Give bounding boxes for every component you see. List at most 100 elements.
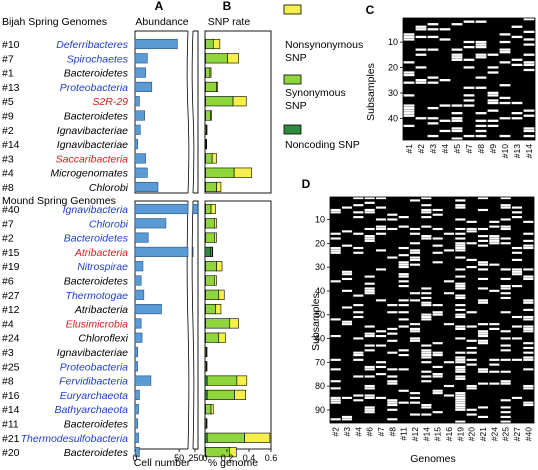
axis-break-line-right-0 [191,30,195,194]
snp-bar-noncoding [204,246,211,257]
row-id: #4 [2,168,14,180]
row-id: #3 [2,347,14,359]
heatmap-d-y-tick-label: 50 [315,310,325,320]
row-id: #6 [2,276,14,288]
heatmap-c-y-tick-label: 40 [388,113,398,123]
abundance-bar [134,332,143,343]
row-id: #27 [2,290,20,302]
heatmap-d-cell [466,346,477,350]
heatmap-d-cell [398,299,409,302]
heatmap-d-cell [511,246,523,250]
heatmap-c-cell [523,38,535,41]
heatmap-d-cell [330,387,341,390]
heatmap-d-cell [455,275,466,278]
heatmap-d-y-tick-label: 20 [315,238,325,248]
heatmap-d-cell [353,294,364,297]
heatmap-d-cell [500,382,511,385]
heatmap-c-cell [511,117,523,120]
heatmap-d-cell [387,213,398,216]
heatmap-d-cell [330,334,341,338]
heatmap-d-cell [398,254,409,257]
snp-bar-nonsynonymous [236,375,248,386]
heatmap-d-cell [421,356,432,359]
heatmap-c-cell [499,117,511,120]
heatmap-c-cell [463,134,475,138]
abundance-bar [134,432,139,443]
heatmap-c-cell [511,112,523,115]
heatmap-d-cell [398,246,409,250]
heatmap-d-cell [489,289,500,292]
heatmap-c-column-label: #5 [452,144,462,154]
heatmap-d-cell [364,201,375,204]
heatmap-c-column-label: #2 [416,144,426,154]
heatmap-c-cell [439,28,451,31]
heatmap-c-column-label: #13 [512,144,522,158]
heatmap-d-cell [455,199,466,202]
row-id: #24 [2,333,20,345]
heatmap-d-cell [330,251,341,254]
heatmap-d-cell [330,368,341,371]
heatmap-c-cell [427,48,439,51]
heatmap-d-cell [364,239,375,242]
heatmap-c-cell [499,33,511,36]
heatmap-c-cell [487,53,499,56]
heatmap-d-cell [421,403,432,407]
heatmap-d-cell [466,220,477,223]
axis-break-gap-0 [188,30,193,194]
heatmap-d-cell [523,246,534,250]
heatmap-c-cell [475,86,487,89]
heatmap-d-cell [455,358,466,361]
heatmap-d-cell [511,325,523,328]
heatmap-d-cell [489,239,500,242]
heatmap-d-cell [409,401,421,404]
snp-bar-nonsynonymous [218,332,226,343]
heatmap-d-cell [421,349,432,352]
heatmap-d-cell [432,208,443,212]
heatmap-d-cell [523,325,534,328]
heatmap-d-cell [523,244,534,247]
snp-bar-nonsynonymous [229,318,239,329]
heatmap-d-cell [364,282,375,285]
row-name: Bacteroidetes [64,419,129,431]
heatmap-d-cell [398,401,409,404]
legend-swatch-synonymous [283,74,302,85]
heatmap-c-cell [475,134,487,138]
heatmap-d-cell [500,287,511,290]
heatmap-d-cell [398,325,409,328]
heatmap-d-cell [523,277,534,281]
heatmap-c-column-label: #4 [440,144,450,154]
heatmap-d-cell [523,342,534,345]
heatmap-c-cell [403,104,415,107]
heatmap-c-cell [439,129,451,133]
snp-bar-nonsynonymous [210,110,212,121]
snp-bar-nonsynonymous [212,38,221,50]
heatmap-c-cell [451,58,463,61]
heatmap-c-y-tick-label: 30 [388,88,398,98]
heatmap-d-column-label: #25 [501,427,511,441]
heatmap-c-cell [475,112,487,115]
panel-letter-a: A [155,0,164,13]
heatmap-c-cell [511,35,523,39]
heatmap-c-cell [499,101,511,105]
heatmap-d-cell [421,361,432,364]
heatmap-d-cell [500,406,511,409]
snp-bar-synonymous [205,96,234,107]
row-name: Bacteroidetes [64,233,129,245]
heatmap-d-cell [421,301,432,304]
heatmap-d-cell [364,325,375,328]
snp-bar-nonsynonymous [216,261,223,272]
row-name: Bacteroidetes [64,111,129,123]
heatmap-d-cell [477,330,489,333]
heatmap-c-cell [499,48,511,51]
heatmap-c-cell [499,96,511,100]
abundance-bar [134,389,140,400]
heatmap-c-cell [439,119,451,122]
heatmap-d-cell [353,354,364,357]
heatmap-d-cell [455,237,466,240]
row-name: Proteobacteria [60,361,128,373]
heatmap-d-cell [432,375,443,378]
row-name: Bacteroidetes [64,447,129,459]
row-id: #12 [2,304,20,316]
row-name: Chlorobi [89,182,129,194]
heatmap-d-cell [421,351,432,354]
